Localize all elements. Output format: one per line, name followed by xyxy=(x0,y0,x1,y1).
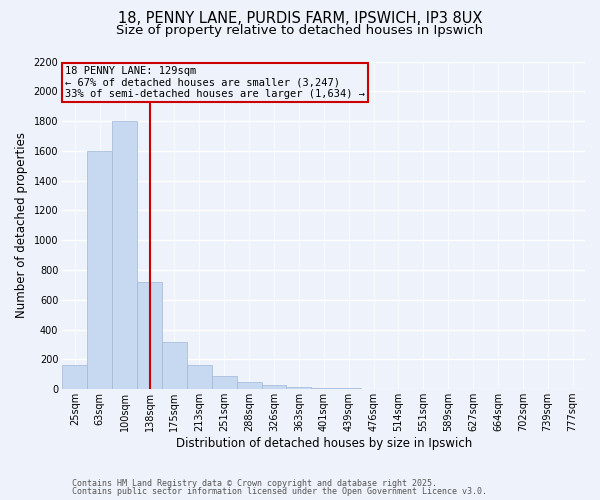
Bar xyxy=(336,388,361,389)
Bar xyxy=(112,121,137,389)
Bar xyxy=(62,366,88,389)
Bar xyxy=(311,388,336,389)
Bar xyxy=(162,342,187,389)
Bar xyxy=(137,282,162,389)
Text: Contains HM Land Registry data © Crown copyright and database right 2025.: Contains HM Land Registry data © Crown c… xyxy=(72,478,437,488)
Bar xyxy=(187,366,212,389)
Text: Size of property relative to detached houses in Ipswich: Size of property relative to detached ho… xyxy=(116,24,484,37)
Bar xyxy=(212,376,236,389)
Bar xyxy=(236,382,262,389)
X-axis label: Distribution of detached houses by size in Ipswich: Distribution of detached houses by size … xyxy=(176,437,472,450)
Bar xyxy=(262,386,286,389)
Y-axis label: Number of detached properties: Number of detached properties xyxy=(15,132,28,318)
Text: Contains public sector information licensed under the Open Government Licence v3: Contains public sector information licen… xyxy=(72,487,487,496)
Bar xyxy=(88,151,112,389)
Text: 18, PENNY LANE, PURDIS FARM, IPSWICH, IP3 8UX: 18, PENNY LANE, PURDIS FARM, IPSWICH, IP… xyxy=(118,11,482,26)
Text: 18 PENNY LANE: 129sqm
← 67% of detached houses are smaller (3,247)
33% of semi-d: 18 PENNY LANE: 129sqm ← 67% of detached … xyxy=(65,66,365,99)
Bar xyxy=(286,387,311,389)
